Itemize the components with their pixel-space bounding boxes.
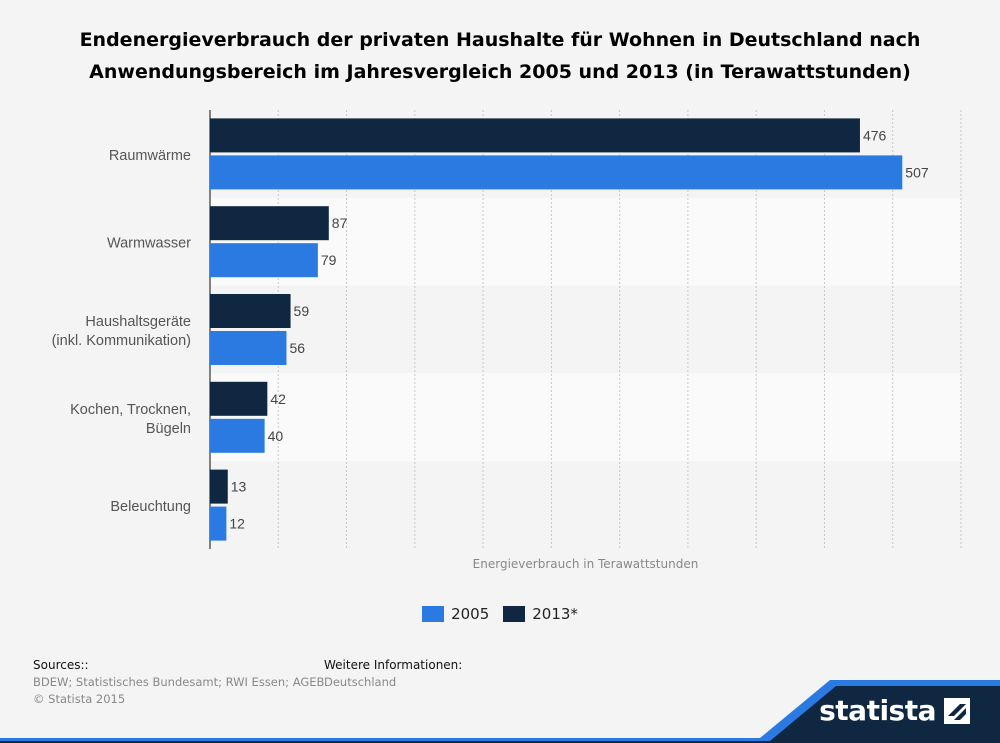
row-band bbox=[210, 197, 961, 286]
data-label: 42 bbox=[270, 391, 286, 407]
category-label: Haushaltsgeräte bbox=[85, 314, 191, 330]
copyright: © Statista 2015 bbox=[33, 692, 126, 706]
category-label: Beleuchtung bbox=[110, 499, 191, 515]
legend-label-2013: 2013* bbox=[532, 605, 578, 623]
bar-2005-4 bbox=[210, 506, 227, 541]
statista-logo-icon bbox=[944, 697, 970, 724]
bar-2013-3 bbox=[210, 381, 268, 416]
row-band bbox=[210, 285, 961, 374]
legend-item-2013[interactable]: 2013* bbox=[503, 605, 578, 623]
data-label: 507 bbox=[905, 164, 929, 180]
sources-block: Sources:: BDEW; Statistisches Bundesamt;… bbox=[33, 657, 324, 708]
data-label: 56 bbox=[289, 340, 305, 356]
sources-list: BDEW; Statistisches Bundesamt; RWI Essen… bbox=[33, 675, 325, 689]
data-label: 87 bbox=[332, 215, 348, 231]
data-label: 79 bbox=[321, 252, 337, 268]
bar-2005-1 bbox=[210, 243, 318, 278]
more-info-heading: Weitere Informationen: bbox=[324, 658, 463, 672]
bar-2013-0 bbox=[210, 118, 860, 153]
category-label: Warmwasser bbox=[107, 236, 191, 252]
category-label: (inkl. Kommunikation) bbox=[52, 333, 191, 349]
x-axis-label: Energieverbrauch in Terawattstunden bbox=[473, 557, 699, 571]
category-label: Raumwärme bbox=[109, 148, 191, 164]
statista-logo[interactable]: statista bbox=[819, 694, 970, 727]
legend-item-2005[interactable]: 2005 bbox=[422, 605, 489, 623]
chart-legend: 2005 2013* bbox=[0, 605, 1000, 623]
chart-title: Endenergieverbrauch der privaten Haushal… bbox=[40, 24, 960, 88]
legend-swatch-2013 bbox=[503, 606, 526, 622]
bar-2005-2 bbox=[210, 331, 287, 365]
row-band bbox=[210, 373, 961, 462]
category-label: Kochen, Trocknen, bbox=[70, 402, 191, 418]
logo-text: statista bbox=[819, 694, 936, 727]
brand-band-dark bbox=[0, 686, 1000, 743]
bar-2013-4 bbox=[210, 469, 228, 504]
data-label: 40 bbox=[268, 428, 284, 444]
sources-heading: Sources:: bbox=[33, 658, 89, 672]
bar-chart: 476 507 Raumwärme 87 79 Warmwasser 59 56 Haushal… bbox=[52, 110, 962, 571]
data-label: 12 bbox=[229, 516, 245, 532]
bar-2013-1 bbox=[210, 206, 329, 241]
bar-2005-3 bbox=[210, 418, 265, 453]
chart-title-line-1: Endenergieverbrauch der privaten Haushal… bbox=[79, 29, 921, 51]
more-info-block: Weitere Informationen: Deutschland bbox=[324, 657, 462, 691]
bar-2013-2 bbox=[210, 294, 291, 328]
legend-label-2005: 2005 bbox=[451, 605, 490, 623]
data-label: 59 bbox=[294, 303, 310, 319]
legend-swatch-2005 bbox=[422, 606, 445, 622]
data-label: 476 bbox=[863, 127, 887, 143]
row-band bbox=[210, 461, 961, 549]
chart-title-line-2: Anwendungsbereich im Jahresvergleich 200… bbox=[89, 61, 911, 83]
data-label: 13 bbox=[231, 479, 247, 495]
more-info-value: Deutschland bbox=[324, 675, 397, 689]
bar-2005-0 bbox=[210, 155, 903, 190]
category-label: Bügeln bbox=[146, 421, 191, 437]
